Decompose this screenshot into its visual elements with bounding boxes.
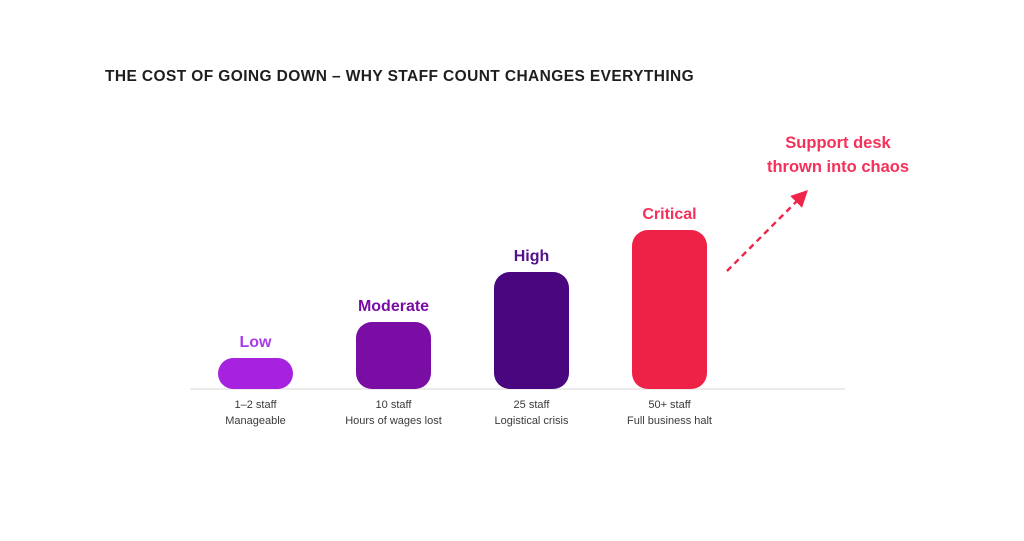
bar-impact-label: Logistical crisis (494, 414, 569, 427)
annotation-line-2: thrown into chaos (766, 158, 910, 176)
annotation-callout: Support desk thrown into chaos (724, 131, 952, 179)
page-title: THE COST OF GOING DOWN – WHY STAFF COUNT… (105, 68, 695, 85)
bar-level-label: Critical (642, 206, 697, 223)
bar (218, 358, 293, 389)
bar-caption: 50+ staff Full business halt (585, 398, 755, 429)
bar (356, 322, 431, 389)
bar-level-label: Moderate (357, 298, 430, 315)
bar-caption: 25 staff Logistical crisis (447, 398, 617, 429)
bar-impact-label: Hours of wages lost (345, 414, 442, 427)
bar-level-label: Low (239, 334, 272, 351)
bar-caption: 1–2 staff Manageable (171, 398, 341, 429)
bar-impact-label: Full business halt (627, 414, 712, 427)
bar-impact-label: Manageable (225, 414, 286, 427)
bar-level-label: High (513, 248, 550, 265)
axis-baseline (190, 388, 845, 390)
bar-staff-label: 25 staff (513, 399, 550, 411)
bar-staff-label: 50+ staff (648, 399, 691, 411)
bar (632, 230, 707, 389)
bar-staff-label: 1–2 staff (234, 399, 277, 411)
trend-arrow-icon (726, 190, 808, 272)
bar-staff-label: 10 staff (375, 399, 412, 411)
bar (494, 272, 569, 389)
bar-caption: 10 staff Hours of wages lost (309, 398, 479, 429)
annotation-line-1: Support desk (785, 134, 891, 152)
